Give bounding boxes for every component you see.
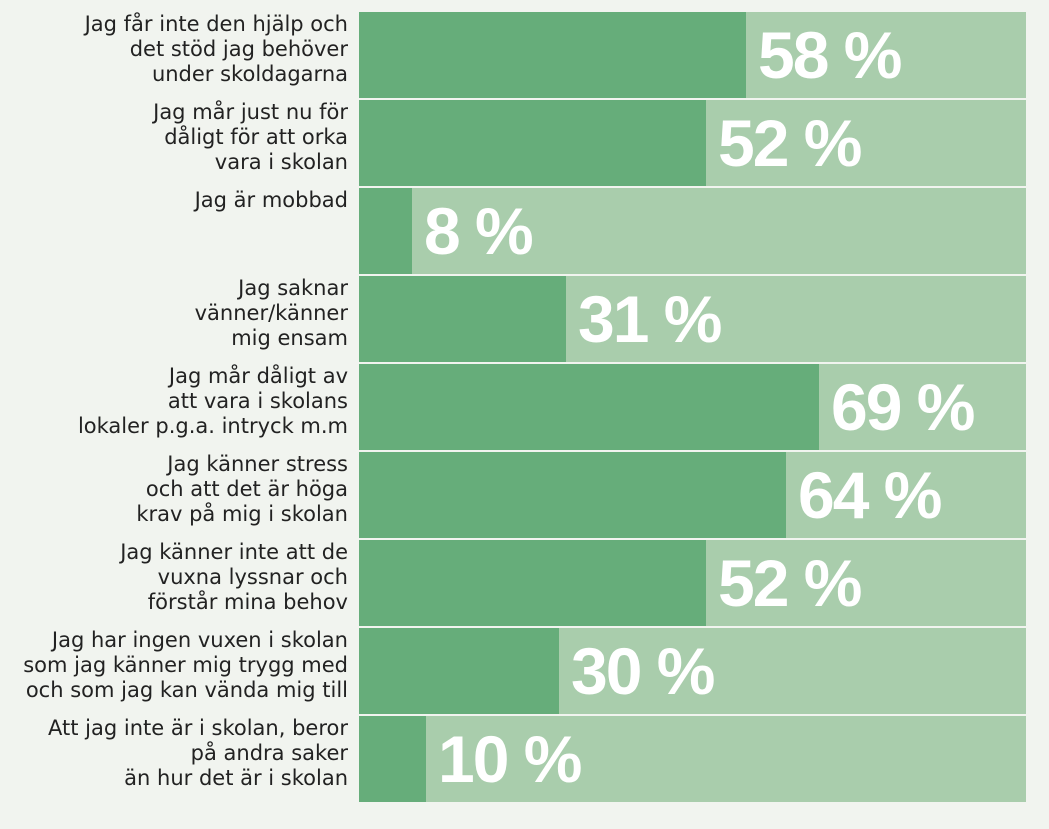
bar-fill (359, 364, 819, 450)
category-label: Jag känner stress och att det är höga kr… (136, 452, 348, 526)
value-label: 64 % (798, 458, 942, 532)
bar-row: Jag har ingen vuxen i skolan som jag kän… (0, 628, 1049, 714)
bar-track: 10 % (359, 716, 1026, 802)
bar-track: 58 % (359, 12, 1026, 98)
bar-track: 30 % (359, 628, 1026, 714)
category-label: Jag får inte den hjälp och det stöd jag … (84, 12, 348, 86)
category-label: Jag har ingen vuxen i skolan som jag kän… (23, 628, 348, 702)
bar-row: Jag är mobbad 8 % (0, 188, 1049, 274)
bar-fill (359, 540, 706, 626)
value-label: 8 % (424, 194, 534, 268)
value-label: 10 % (438, 722, 582, 796)
bar-fill (359, 628, 559, 714)
bar-fill (359, 452, 786, 538)
bar-row: Jag mår dåligt av att vara i skolans lok… (0, 364, 1049, 450)
value-label: 31 % (578, 282, 722, 356)
category-label: Jag mår dåligt av att vara i skolans lok… (77, 364, 348, 438)
bar-row: Jag känner stress och att det är höga kr… (0, 452, 1049, 538)
bar-track: 8 % (359, 188, 1026, 274)
value-label: 52 % (718, 546, 862, 620)
value-label: 69 % (831, 370, 975, 444)
bar-track: 52 % (359, 540, 1026, 626)
category-label: Jag saknar vänner/känner mig ensam (194, 276, 348, 350)
bar-track: 31 % (359, 276, 1026, 362)
bar-fill (359, 100, 706, 186)
category-label: Att jag inte är i skolan, beror på andra… (48, 716, 348, 790)
bar-row: Jag får inte den hjälp och det stöd jag … (0, 12, 1049, 98)
bar-row: Att jag inte är i skolan, beror på andra… (0, 716, 1049, 802)
bar-row: Jag känner inte att de vuxna lyssnar och… (0, 540, 1049, 626)
bar-fill (359, 716, 426, 802)
value-label: 30 % (571, 634, 715, 708)
value-label: 52 % (718, 106, 862, 180)
category-label: Jag mår just nu för dåligt för att orka … (153, 100, 348, 174)
bar-row: Jag saknar vänner/känner mig ensam 31 % (0, 276, 1049, 362)
bar-row: Jag mår just nu för dåligt för att orka … (0, 100, 1049, 186)
bar-track: 64 % (359, 452, 1026, 538)
bar-fill (359, 276, 566, 362)
category-label: Jag är mobbad (194, 188, 348, 212)
bar-fill (359, 188, 412, 274)
bar-track: 52 % (359, 100, 1026, 186)
value-label: 58 % (758, 18, 902, 92)
bar-fill (359, 12, 746, 98)
category-label: Jag känner inte att de vuxna lyssnar och… (120, 540, 348, 614)
bar-track: 69 % (359, 364, 1026, 450)
